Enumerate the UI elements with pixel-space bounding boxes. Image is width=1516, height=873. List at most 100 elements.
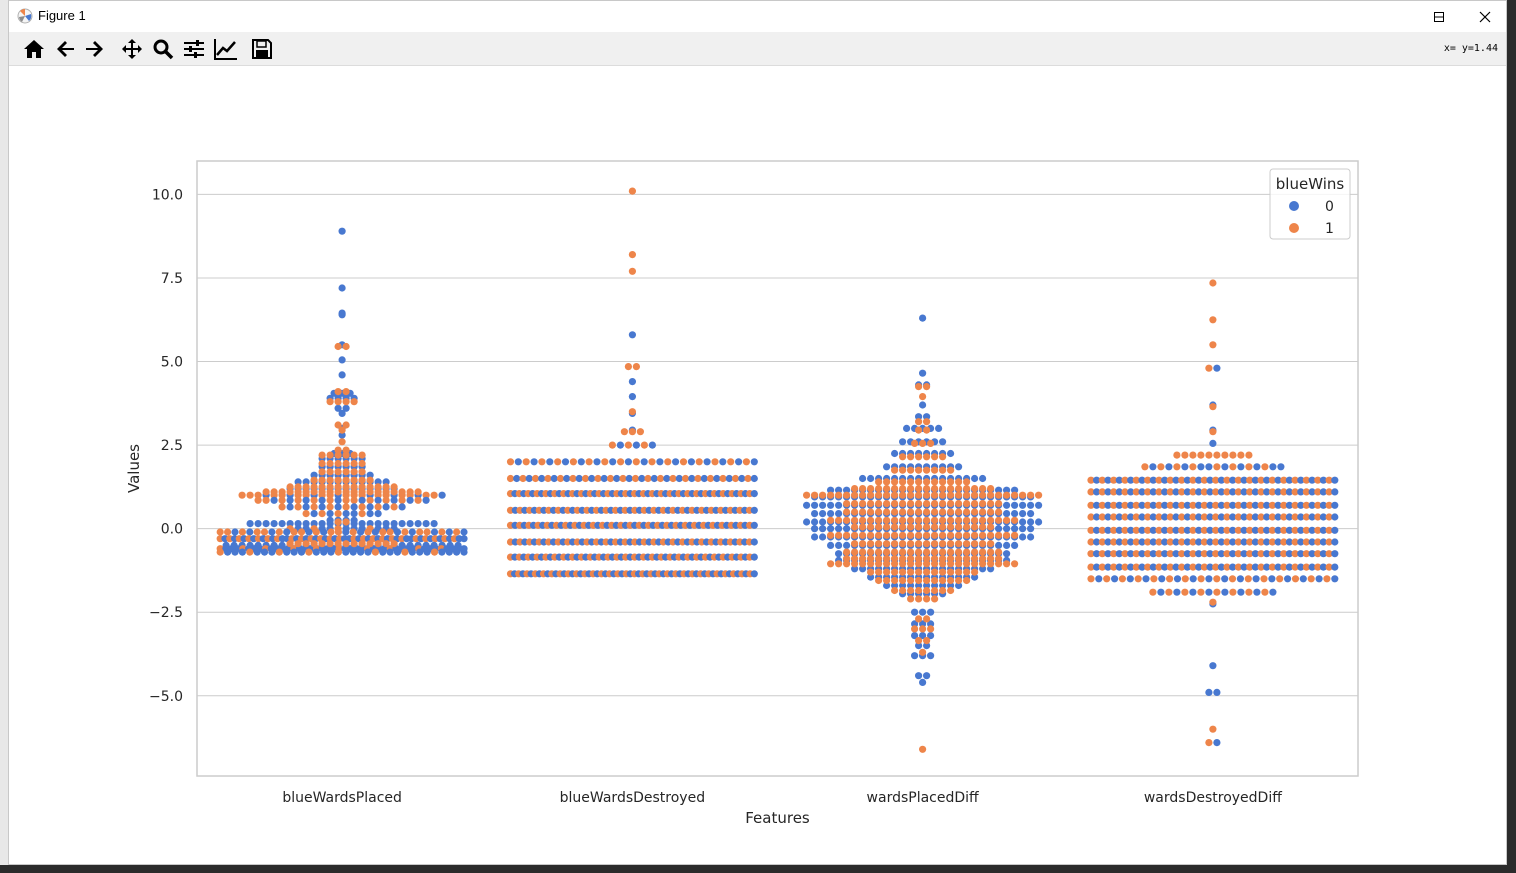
swarm-point-series-0 [1104, 488, 1112, 496]
swarm-point-series-1 [911, 439, 919, 447]
swarm-point-series-0 [1308, 488, 1316, 496]
swarm-point-series-0 [1161, 501, 1169, 509]
swarm-point-series-1 [297, 528, 306, 536]
swarm-point-series-1 [350, 483, 358, 491]
swarm-point-series-0 [672, 458, 680, 466]
swarm-point-series-1 [883, 548, 891, 556]
swarm-point-series-1 [947, 466, 955, 474]
zoom-button[interactable] [150, 36, 176, 62]
swarm-point-series-1 [1291, 513, 1299, 521]
swarm-point-series-1 [364, 528, 372, 536]
back-button[interactable] [52, 36, 78, 62]
swarm-point-series-1 [915, 576, 923, 585]
swarm-point-series-1 [414, 488, 422, 496]
swarm-point-series-1 [366, 483, 374, 491]
swarm-point-series-1 [927, 625, 935, 633]
swarm-point-series-1 [931, 595, 939, 603]
swarm-point-series-1 [939, 516, 947, 524]
swarm-point-series-1 [1144, 488, 1152, 496]
swarm-point-series-1 [318, 488, 326, 496]
swarm-point-series-1 [907, 595, 915, 603]
swarm-point-series-1 [843, 508, 851, 516]
swarm-point-series-0 [979, 474, 987, 483]
swarm-point-series-1 [955, 560, 963, 568]
swarm-point-series-0 [819, 533, 827, 541]
swarm-point-series-1 [835, 531, 843, 539]
maximize-button[interactable] [1416, 1, 1462, 32]
swarm-point-series-1 [1212, 513, 1220, 521]
swarm-point-series-0 [1331, 538, 1339, 546]
y-grid-lines [197, 193, 1358, 697]
swarm-point-series-1 [883, 478, 891, 486]
swarm-point-series-1 [851, 516, 859, 524]
swarm-point-series-1 [1212, 476, 1220, 484]
swarm-point-series-0 [342, 548, 350, 556]
swarm-point-series-1 [358, 540, 366, 548]
swarm-point-series-0 [342, 510, 350, 518]
swarm-point-series-1 [1166, 563, 1174, 571]
swarm-point-series-1 [1291, 501, 1299, 509]
swarm-point-series-0 [1263, 501, 1271, 509]
swarm-point-series-1 [1276, 575, 1284, 583]
swarm-point-series-1 [931, 500, 939, 508]
swarm-point-series-1 [374, 483, 382, 491]
swarm-point-series-0 [334, 503, 342, 511]
swarm-point-series-1 [1268, 488, 1276, 496]
swarm-point-series-1 [350, 488, 358, 496]
swarm-point-series-0 [438, 491, 446, 499]
swarm-point-series-1 [334, 421, 342, 429]
swarm-point-series-1 [979, 500, 987, 508]
home-button[interactable] [21, 36, 47, 62]
swarm-point-series-1 [706, 474, 715, 483]
minimize-icon [1434, 16, 1444, 17]
swarm-point-series-0 [1236, 575, 1244, 583]
swarm-point-series-1 [851, 560, 859, 568]
swarm-point-series-0 [525, 474, 533, 483]
swarm-point-series-0 [538, 474, 546, 483]
swarm-point-series-1 [883, 516, 891, 524]
swarm-point-series-0 [350, 520, 358, 528]
forward-button[interactable] [82, 36, 108, 62]
swarm-point-series-0 [231, 528, 239, 536]
swarm-point-series-0 [1297, 513, 1305, 521]
swarm-point-series-1 [931, 478, 939, 486]
swarm-point-series-1 [843, 548, 851, 556]
swarm-point-series-1 [342, 483, 350, 491]
swarm-point-series-0 [1263, 526, 1271, 534]
swarm-point-series-0 [1217, 563, 1225, 571]
swarm-point-series-1 [1121, 550, 1129, 558]
swarm-point-series-1 [883, 531, 891, 539]
swarm-point-series-0 [883, 463, 891, 471]
swarm-point-series-0 [1165, 463, 1173, 471]
swarm-point-series-0 [318, 520, 326, 528]
swarm-point-series-1 [1209, 598, 1217, 606]
swarm-point-series-1 [1166, 575, 1174, 583]
pan-button[interactable] [119, 36, 145, 62]
edit-axis-button[interactable] [213, 36, 239, 62]
swarm-point-series-0 [1274, 476, 1282, 484]
swarm-point-series-0 [1268, 575, 1276, 583]
swarm-point-series-0 [919, 632, 927, 640]
swarm-point-series-1 [1144, 550, 1152, 558]
swarm-point-series-1 [1166, 488, 1174, 496]
swarm-point-series-1 [915, 418, 923, 426]
swarm-point-series-1 [923, 500, 931, 508]
swarm-point-series-1 [1155, 563, 1163, 571]
swarm-point-series-0 [320, 528, 328, 536]
swarm-point-series-1 [947, 491, 955, 499]
swarm-point-series-1 [294, 496, 302, 504]
y-tick-labels: −5.0 −2.5 0.0 2.5 5.0 7.5 10.0 [149, 187, 183, 704]
swarm-point-series-0 [390, 520, 398, 528]
swarm-point-series-1 [1166, 513, 1174, 521]
swarm-point-series-0 [283, 528, 291, 536]
swarm-point-series-1 [254, 491, 262, 499]
save-button[interactable] [249, 36, 275, 62]
close-button[interactable] [1462, 1, 1508, 32]
minimize-button[interactable] [1416, 1, 1462, 32]
swarm-point-series-1 [1212, 563, 1220, 571]
swarm-point-series-0 [1172, 513, 1180, 521]
swarm-point-series-1 [334, 398, 342, 406]
swarm-point-series-1 [1234, 501, 1242, 509]
configure-subplots-button[interactable] [181, 36, 207, 62]
swarm-point-series-1 [569, 458, 578, 466]
